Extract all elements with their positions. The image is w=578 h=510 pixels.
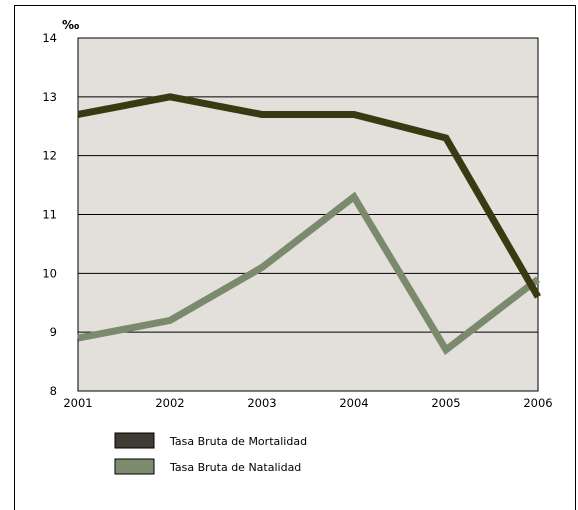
legend-label-natalidad: Tasa Bruta de Natalidad: [169, 461, 301, 474]
y-axis-ticks: 8 9 10 11 12 13 14: [42, 31, 57, 398]
x-tick-label: 2004: [339, 396, 368, 410]
y-tick-label: 12: [42, 149, 57, 163]
legend-label-mortalidad: Tasa Bruta de Mortalidad: [169, 435, 307, 448]
x-tick-label: 2001: [63, 396, 92, 410]
y-tick-label: 13: [42, 90, 57, 104]
legend-swatch-natalidad: [114, 458, 155, 475]
series-line-mortalidad: [77, 93, 542, 299]
x-tick-label: 2003: [247, 396, 276, 410]
series-line-natalidad: [77, 191, 541, 355]
legend-swatch-mortalidad: [114, 432, 155, 449]
legend: Tasa Bruta de Mortalidad Tasa Bruta de N…: [114, 432, 307, 475]
y-tick-label: 14: [42, 31, 57, 45]
x-tick-label: 2006: [523, 396, 552, 410]
y-tick-label: 11: [42, 208, 57, 222]
y-tick-label: 9: [50, 325, 57, 339]
series-lines: [77, 93, 542, 355]
x-axis-ticks: 2001 2002 2003 2004 2005 2006: [63, 396, 552, 410]
x-tick-label: 2005: [431, 396, 460, 410]
x-tick-label: 2002: [155, 396, 184, 410]
y-axis-unit-label: ‰: [62, 18, 79, 32]
y-tick-label: 8: [50, 384, 57, 398]
y-tick-label: 10: [42, 266, 57, 280]
